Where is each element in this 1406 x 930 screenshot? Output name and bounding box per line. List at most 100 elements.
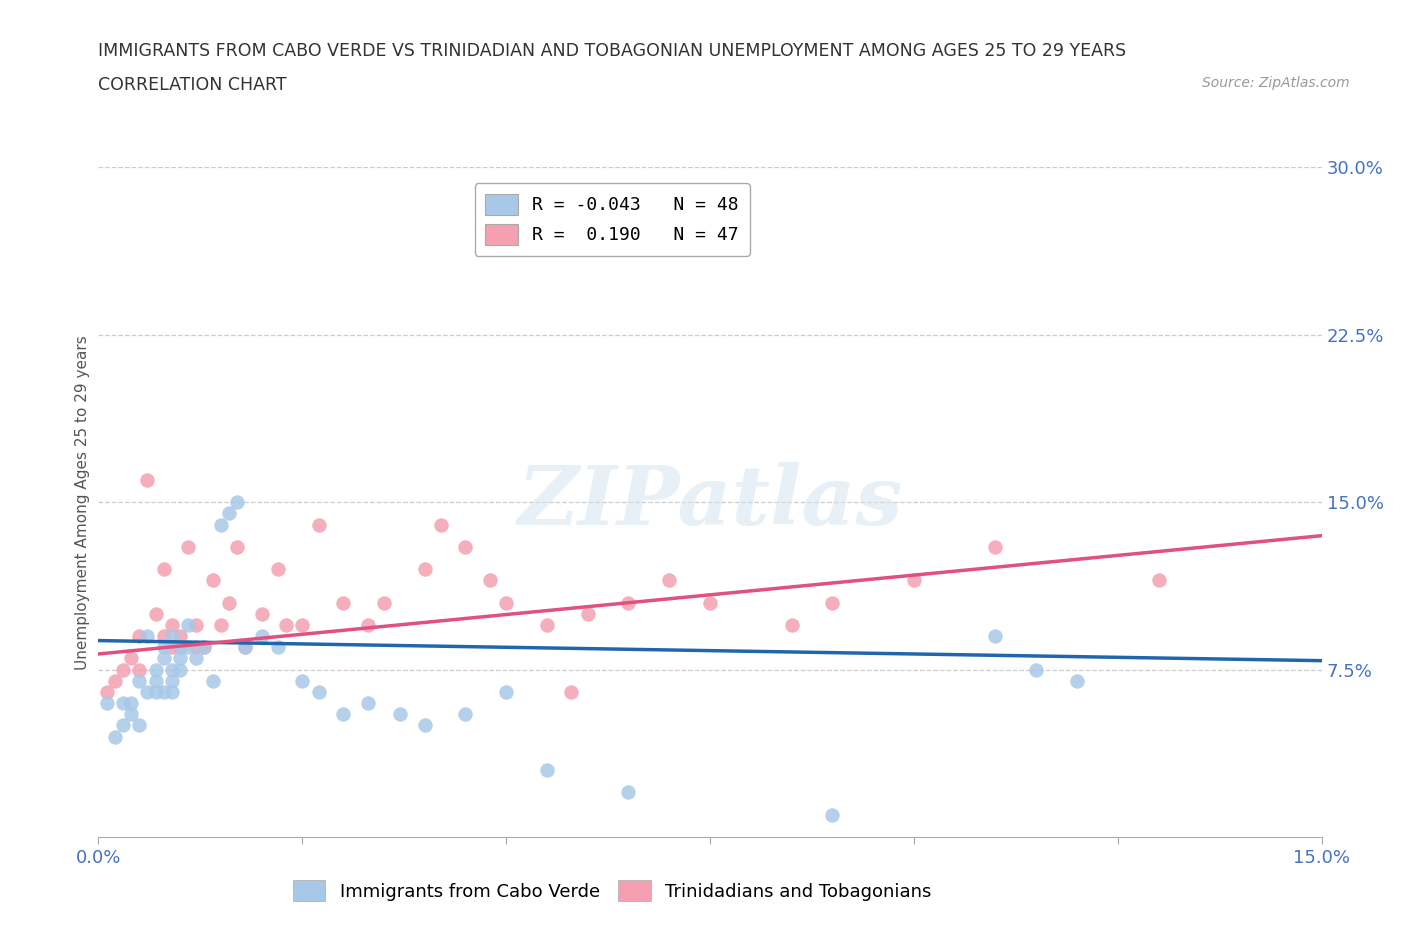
Point	[291, 673, 314, 688]
Point	[576, 606, 599, 621]
Point	[233, 640, 256, 655]
Point	[128, 673, 150, 688]
Point	[160, 684, 183, 699]
Point	[152, 684, 174, 699]
Point	[495, 595, 517, 610]
Point	[152, 629, 174, 644]
Point	[120, 651, 142, 666]
Point	[193, 640, 215, 655]
Point	[136, 629, 159, 644]
Point	[373, 595, 395, 610]
Legend: Immigrants from Cabo Verde, Trinidadians and Tobagonians: Immigrants from Cabo Verde, Trinidadians…	[285, 873, 939, 909]
Text: Source: ZipAtlas.com: Source: ZipAtlas.com	[1202, 76, 1350, 90]
Point	[332, 707, 354, 722]
Point	[177, 539, 200, 554]
Point	[356, 618, 378, 632]
Point	[560, 684, 582, 699]
Point	[233, 640, 256, 655]
Point	[193, 640, 215, 655]
Point	[169, 662, 191, 677]
Point	[145, 662, 167, 677]
Point	[128, 718, 150, 733]
Text: ZIPatlas: ZIPatlas	[517, 462, 903, 542]
Point	[104, 673, 127, 688]
Point	[209, 618, 232, 632]
Point	[186, 640, 208, 655]
Point	[120, 696, 142, 711]
Point	[145, 684, 167, 699]
Point	[413, 562, 436, 577]
Point	[699, 595, 721, 610]
Point	[821, 807, 844, 822]
Point	[111, 662, 134, 677]
Point	[478, 573, 501, 588]
Point	[201, 573, 224, 588]
Point	[128, 629, 150, 644]
Text: CORRELATION CHART: CORRELATION CHART	[98, 76, 287, 94]
Point	[250, 629, 273, 644]
Point	[169, 629, 191, 644]
Point	[136, 472, 159, 487]
Point	[111, 718, 134, 733]
Point	[145, 673, 167, 688]
Point	[1147, 573, 1170, 588]
Point	[658, 573, 681, 588]
Point	[984, 539, 1007, 554]
Point	[274, 618, 297, 632]
Text: IMMIGRANTS FROM CABO VERDE VS TRINIDADIAN AND TOBAGONIAN UNEMPLOYMENT AMONG AGES: IMMIGRANTS FROM CABO VERDE VS TRINIDADIA…	[98, 42, 1126, 60]
Point	[267, 640, 290, 655]
Point	[1066, 673, 1088, 688]
Point	[1025, 662, 1047, 677]
Point	[250, 606, 273, 621]
Point	[536, 763, 558, 777]
Point	[430, 517, 453, 532]
Point	[209, 517, 232, 532]
Point	[128, 662, 150, 677]
Point	[780, 618, 803, 632]
Point	[454, 539, 477, 554]
Point	[308, 517, 330, 532]
Point	[169, 651, 191, 666]
Point	[152, 651, 174, 666]
Point	[160, 618, 183, 632]
Point	[152, 562, 174, 577]
Point	[177, 618, 200, 632]
Point	[120, 707, 142, 722]
Point	[136, 684, 159, 699]
Point	[536, 618, 558, 632]
Point	[160, 629, 183, 644]
Point	[177, 640, 200, 655]
Point	[218, 506, 240, 521]
Point	[495, 684, 517, 699]
Point	[454, 707, 477, 722]
Point	[160, 640, 183, 655]
Point	[617, 785, 640, 800]
Point	[291, 618, 314, 632]
Point	[96, 684, 118, 699]
Point	[152, 640, 174, 655]
Point	[169, 640, 191, 655]
Point	[332, 595, 354, 610]
Point	[186, 651, 208, 666]
Point	[226, 495, 249, 510]
Point	[160, 662, 183, 677]
Point	[111, 696, 134, 711]
Point	[104, 729, 127, 744]
Point	[186, 618, 208, 632]
Point	[145, 606, 167, 621]
Point	[96, 696, 118, 711]
Point	[169, 640, 191, 655]
Point	[160, 673, 183, 688]
Point	[356, 696, 378, 711]
Point	[308, 684, 330, 699]
Point	[984, 629, 1007, 644]
Point	[389, 707, 412, 722]
Point	[218, 595, 240, 610]
Point	[413, 718, 436, 733]
Point	[267, 562, 290, 577]
Point	[226, 539, 249, 554]
Point	[903, 573, 925, 588]
Point	[821, 595, 844, 610]
Y-axis label: Unemployment Among Ages 25 to 29 years: Unemployment Among Ages 25 to 29 years	[75, 335, 90, 670]
Point	[617, 595, 640, 610]
